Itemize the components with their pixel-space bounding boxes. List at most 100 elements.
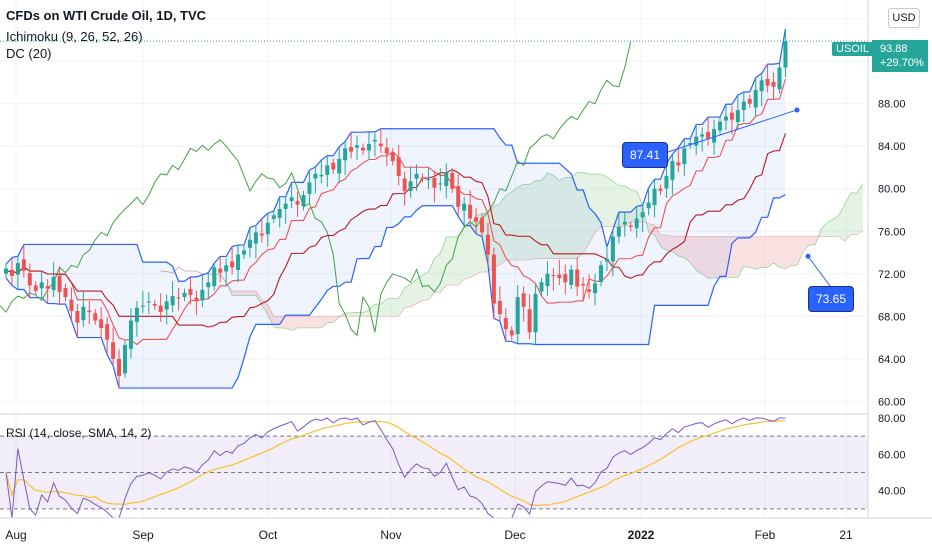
- price-tick-label: 88.00: [878, 99, 906, 111]
- cloud-segment: [267, 305, 274, 328]
- cloud-segment: [803, 236, 810, 252]
- candle-body: [313, 173, 318, 179]
- candle-body: [200, 289, 205, 301]
- cloud-segment: [809, 236, 816, 245]
- cloud-segment: [309, 316, 316, 328]
- candle-body: [164, 301, 169, 310]
- cloud-segment: [827, 219, 834, 237]
- candle-body: [87, 310, 92, 313]
- annotation-lower[interactable]: 73.65: [808, 286, 855, 312]
- candle-body: [396, 157, 401, 176]
- senkou-a: [160, 172, 864, 331]
- cloud-segment: [761, 236, 768, 268]
- cloud-segment: [315, 316, 322, 328]
- cloud-segment: [279, 316, 286, 329]
- candle-body: [640, 212, 645, 218]
- candle-body: [206, 282, 211, 288]
- cloud-segment: [244, 291, 250, 296]
- cloud-segment: [618, 185, 625, 227]
- time-tick-label: Sep: [132, 528, 154, 542]
- cloud-segment: [720, 236, 726, 278]
- candle-body: [652, 188, 657, 206]
- cloud-segment: [666, 235, 673, 252]
- candle-body: [682, 148, 687, 165]
- candle-body: [319, 174, 324, 177]
- candle-body: [747, 99, 752, 104]
- cloud-segment: [255, 291, 262, 305]
- candle-body: [599, 265, 603, 283]
- cloud-segment: [755, 236, 762, 269]
- candle-body: [753, 89, 758, 108]
- candle-body: [622, 221, 627, 225]
- cloud-segment: [446, 236, 453, 286]
- candle-body: [759, 80, 764, 92]
- donchian-legend[interactable]: DC (20): [6, 46, 52, 61]
- annotation-lines: [667, 107, 831, 287]
- time-tick-label: Oct: [259, 528, 278, 542]
- candle-body: [51, 276, 56, 290]
- cloud-segment: [553, 175, 560, 259]
- candle-body: [325, 165, 330, 175]
- cloud-segment: [273, 316, 280, 329]
- candle-body: [402, 178, 407, 191]
- cloud-segment: [327, 316, 334, 323]
- candle-body: [414, 173, 419, 179]
- price-tick-label: 64.00: [878, 354, 906, 366]
- candle-body: [444, 172, 449, 186]
- candle-body: [670, 161, 675, 180]
- candle-body: [497, 301, 502, 315]
- donchian-lower: [5, 194, 786, 389]
- cloud-segment: [380, 299, 387, 317]
- cloud-segment: [523, 184, 530, 260]
- candle-body: [581, 283, 586, 286]
- candle-body: [259, 233, 264, 236]
- cloud-segment: [458, 227, 465, 286]
- candle-body: [723, 116, 728, 121]
- price-tick-label: 84.00: [878, 141, 906, 153]
- cloud-segment: [541, 172, 548, 259]
- candle-body: [283, 203, 288, 209]
- cloud-segment: [464, 226, 471, 280]
- candle-body: [557, 274, 562, 279]
- cloud-segment: [601, 174, 607, 227]
- candle-body: [718, 121, 722, 131]
- candle-body: [616, 227, 621, 237]
- candle-body: [741, 101, 746, 111]
- candle-body: [39, 282, 44, 289]
- cloud-segment: [714, 236, 720, 278]
- rsi-ma-line: [5, 419, 786, 507]
- candle-body: [604, 258, 609, 262]
- cloud-segment: [630, 189, 637, 223]
- candle-body: [331, 162, 336, 170]
- rsi-legend[interactable]: RSI (14, close, SMA, 14, 2): [6, 426, 152, 440]
- ichimoku-legend[interactable]: Ichimoku (9, 26, 52, 26): [6, 29, 143, 44]
- candle-body: [271, 215, 276, 219]
- chart-title: CFDs on WTI Crude Oil, 1D, TVC: [6, 8, 207, 23]
- candle-body: [533, 293, 538, 333]
- candle-body: [438, 183, 443, 185]
- candle-body: [378, 143, 383, 147]
- cloud-segment: [505, 191, 512, 261]
- candle-body: [545, 273, 550, 287]
- candles[interactable]: [4, 28, 788, 389]
- cloud-segment: [850, 192, 857, 235]
- currency-button[interactable]: USD: [888, 8, 920, 28]
- cloud-segment: [232, 291, 239, 296]
- candle-body: [480, 217, 484, 233]
- candle-body: [57, 275, 62, 292]
- cloud-segment: [351, 312, 358, 317]
- candle-body: [176, 297, 181, 299]
- candle-body: [33, 285, 38, 291]
- candle-body: [63, 288, 68, 298]
- candle-body: [712, 129, 717, 143]
- candle-body: [307, 182, 312, 194]
- candle-body: [521, 293, 526, 307]
- cloud-segment: [767, 236, 774, 268]
- cloud-segment: [690, 236, 697, 271]
- candle-body: [664, 175, 669, 189]
- cloud-segment: [606, 176, 613, 227]
- annotation-upper[interactable]: 87.41: [622, 142, 669, 168]
- candle-body: [265, 222, 270, 235]
- cloud-segment: [345, 312, 352, 317]
